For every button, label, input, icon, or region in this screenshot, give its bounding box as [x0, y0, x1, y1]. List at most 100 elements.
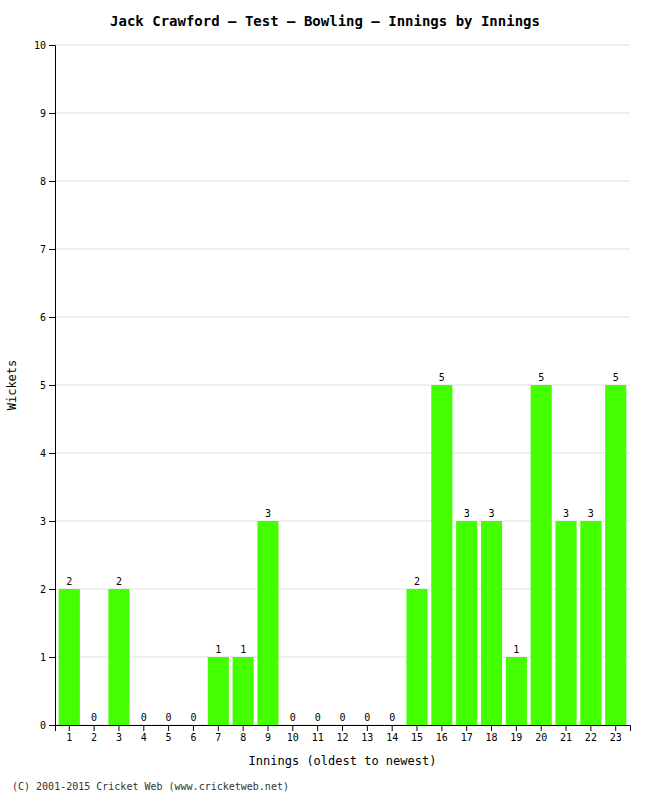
x-axis-title: Innings (oldest to newest) [249, 754, 437, 768]
x-tick-label: 1 [66, 732, 72, 743]
grid-line [55, 317, 630, 318]
x-tick-mark [417, 725, 418, 731]
bar [431, 385, 452, 725]
y-tick: 10 [34, 40, 55, 51]
bar [307, 725, 328, 726]
y-tick-mark [49, 45, 55, 46]
x-tick-mark [466, 725, 467, 731]
bar [531, 385, 552, 725]
x-tick: 11 [312, 725, 324, 743]
x-tick-mark [193, 725, 194, 731]
bar [59, 589, 80, 725]
data-label: 0 [315, 712, 321, 723]
x-tick-label: 21 [560, 732, 572, 743]
data-label: 1 [240, 644, 246, 655]
y-tick-mark [49, 589, 55, 590]
data-label: 0 [290, 712, 296, 723]
data-label: 3 [563, 508, 569, 519]
grid-line [55, 181, 630, 182]
x-tick: 6 [190, 725, 196, 743]
bar [382, 725, 403, 726]
y-tick-label: 3 [40, 516, 46, 527]
x-tick: 5 [166, 725, 172, 743]
y-tick-mark [49, 113, 55, 114]
x-tick-mark [218, 725, 219, 731]
bar [481, 521, 502, 725]
x-tick-mark [118, 725, 119, 731]
x-tick-label: 11 [312, 732, 324, 743]
x-tick: 3 [116, 725, 122, 743]
x-tick-label: 22 [585, 732, 597, 743]
x-tick: 15 [411, 725, 423, 743]
x-axis-line [56, 726, 631, 732]
x-tick-label: 7 [215, 732, 221, 743]
x-tick-label: 13 [361, 732, 373, 743]
grid-line [55, 113, 630, 114]
x-tick: 9 [265, 725, 271, 743]
data-labels: 20200011300000253315335 [66, 372, 618, 723]
y-tick: 4 [40, 448, 55, 459]
y-tick-mark [49, 453, 55, 454]
y-tick: 0 [40, 720, 55, 731]
y-axis-line [49, 46, 56, 726]
x-tick: 23 [610, 725, 622, 743]
x-tick: 17 [461, 725, 473, 743]
y-axis-title: Wickets [5, 360, 19, 411]
bar [208, 657, 229, 725]
data-label: 0 [91, 712, 97, 723]
x-tick-label: 17 [461, 732, 473, 743]
data-label: 2 [66, 576, 72, 587]
x-tick: 16 [436, 725, 448, 743]
x-tick: 13 [361, 725, 373, 743]
bar [406, 589, 427, 725]
grid-line [55, 45, 630, 46]
grid-line [55, 249, 630, 250]
y-tick-label: 5 [40, 380, 46, 391]
y-tick: 3 [40, 516, 55, 527]
x-tick-mark [69, 725, 70, 731]
bar [158, 725, 179, 726]
bar [357, 725, 378, 726]
y-tick: 5 [40, 380, 55, 391]
x-tick: 19 [510, 725, 522, 743]
x-tick-mark [94, 725, 95, 731]
y-tick-mark [49, 521, 55, 522]
data-label: 3 [464, 508, 470, 519]
x-tick-label: 20 [535, 732, 547, 743]
x-tick-label: 23 [610, 732, 622, 743]
x-tick-mark [615, 725, 616, 731]
x-tick-mark [566, 725, 567, 731]
y-tick-mark [49, 249, 55, 250]
plot: 1234567891011121314151617181920212223012… [34, 40, 631, 743]
data-label: 0 [166, 712, 172, 723]
y-tick-mark [49, 725, 55, 726]
y-tick-label: 2 [40, 584, 46, 595]
bar [233, 657, 254, 725]
bar [133, 725, 154, 726]
bar [580, 521, 601, 725]
x-tick-mark [317, 725, 318, 731]
data-label: 5 [613, 372, 619, 383]
x-tick: 21 [560, 725, 572, 743]
x-tick: 10 [287, 725, 299, 743]
y-tick-mark [49, 657, 55, 658]
x-tick-mark [441, 725, 442, 731]
x-tick-mark [292, 725, 293, 731]
x-axis: 1234567891011121314151617181920212223 [56, 725, 631, 743]
x-tick-mark [243, 725, 244, 731]
data-label: 1 [513, 644, 519, 655]
x-tick-mark [367, 725, 368, 731]
x-tick-label: 4 [141, 732, 147, 743]
x-tick-label: 8 [240, 732, 246, 743]
x-tick-label: 10 [287, 732, 299, 743]
y-tick: 2 [40, 584, 55, 595]
x-tick-label: 18 [486, 732, 498, 743]
data-label: 3 [489, 508, 495, 519]
y-tick: 9 [40, 108, 55, 119]
y-axis: 012345678910 [34, 40, 56, 731]
chart: 1234567891011121314151617181920212223012… [0, 0, 650, 800]
data-label: 5 [538, 372, 544, 383]
y-tick-mark [49, 181, 55, 182]
y-tick: 8 [40, 176, 55, 187]
data-label: 0 [141, 712, 147, 723]
